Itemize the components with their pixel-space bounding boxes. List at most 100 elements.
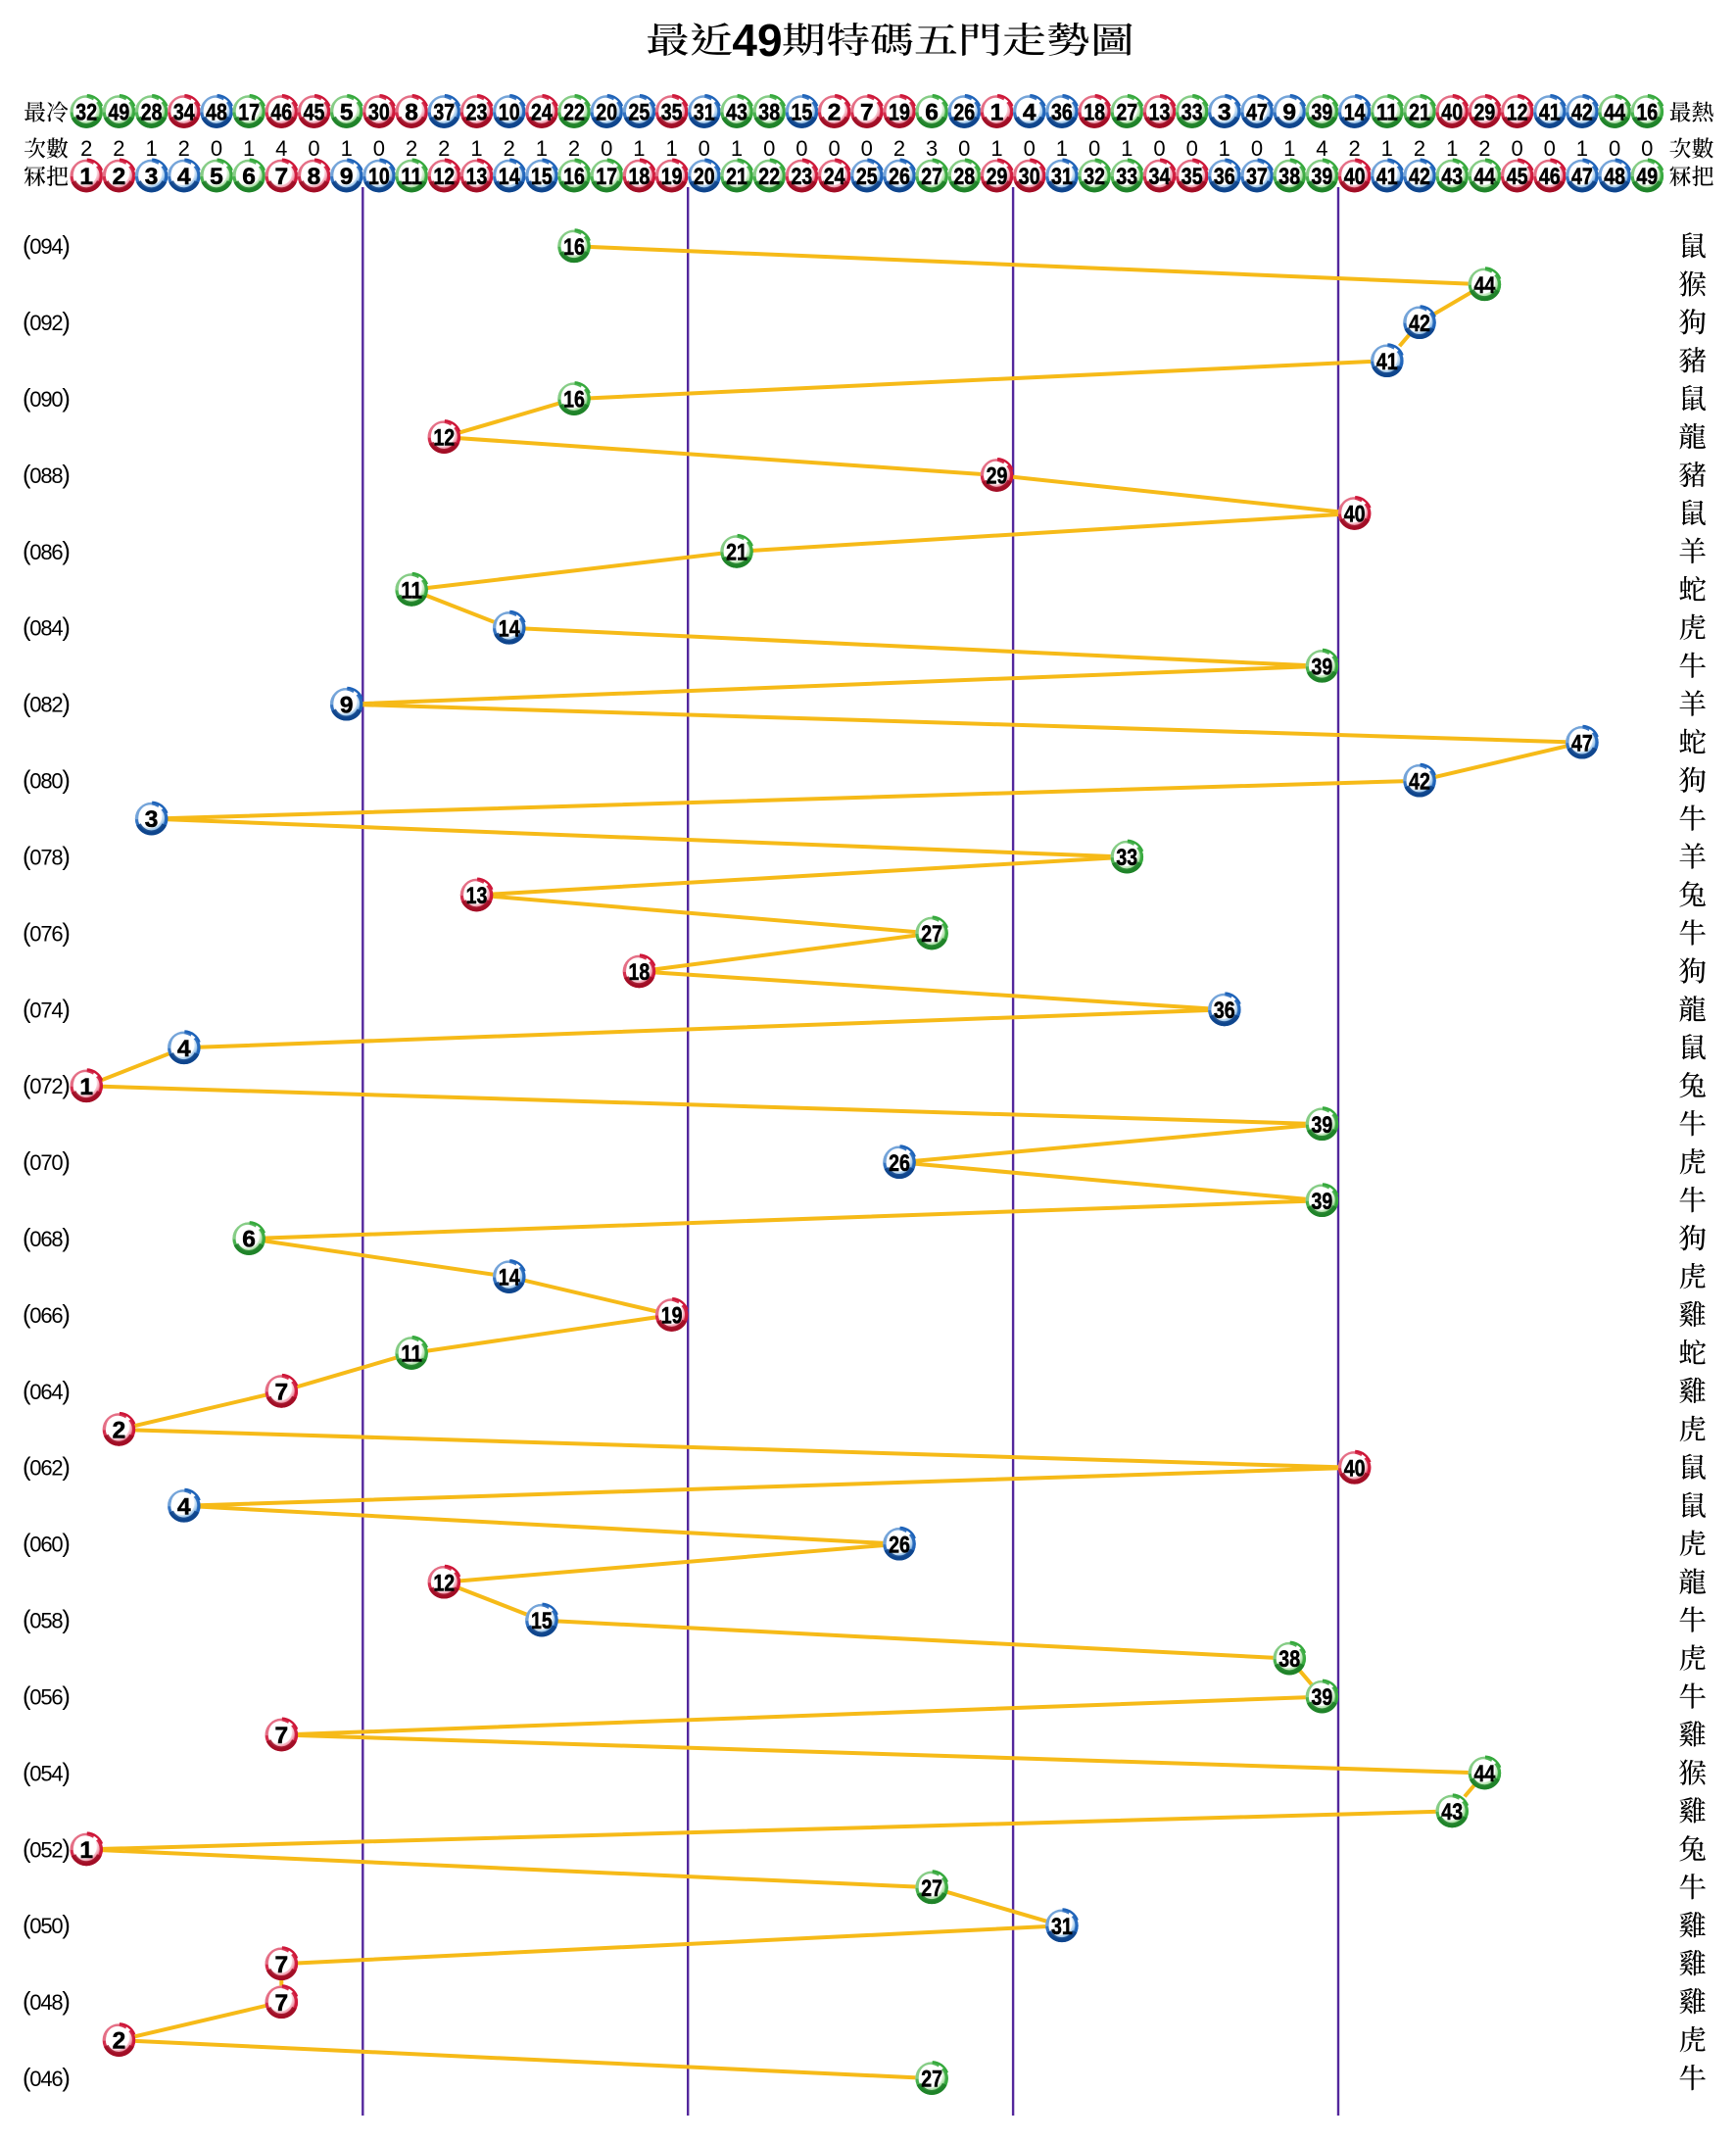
svg-text:29: 29 bbox=[987, 463, 1008, 490]
svg-text:47: 47 bbox=[1571, 164, 1593, 190]
svg-text:(068): (068) bbox=[23, 1225, 70, 1252]
svg-text:4: 4 bbox=[177, 1493, 191, 1520]
svg-text:15: 15 bbox=[792, 100, 813, 126]
svg-text:1: 1 bbox=[1576, 136, 1588, 161]
svg-text:4: 4 bbox=[1023, 100, 1037, 126]
svg-text:15: 15 bbox=[531, 1608, 553, 1634]
svg-text:31: 31 bbox=[1051, 164, 1073, 190]
svg-text:42: 42 bbox=[1571, 100, 1593, 126]
svg-text:33: 33 bbox=[1181, 100, 1203, 126]
svg-text:40: 40 bbox=[1344, 164, 1366, 190]
svg-text:27: 27 bbox=[1116, 100, 1137, 126]
svg-text:2: 2 bbox=[80, 136, 92, 161]
svg-text:1: 1 bbox=[145, 136, 157, 161]
svg-text:32: 32 bbox=[1084, 164, 1105, 190]
svg-text:0: 0 bbox=[1609, 136, 1620, 161]
svg-text:(092): (092) bbox=[23, 309, 70, 336]
svg-text:38: 38 bbox=[1278, 1646, 1300, 1673]
svg-text:16: 16 bbox=[1636, 100, 1658, 126]
svg-text:47: 47 bbox=[1246, 100, 1268, 126]
svg-text:32: 32 bbox=[75, 100, 97, 126]
svg-text:8: 8 bbox=[308, 164, 321, 190]
svg-text:13: 13 bbox=[1149, 100, 1171, 126]
svg-text:(070): (070) bbox=[23, 1148, 70, 1176]
svg-text:0: 0 bbox=[828, 136, 840, 161]
svg-text:9: 9 bbox=[340, 164, 354, 190]
svg-text:13: 13 bbox=[466, 164, 488, 190]
svg-text:48: 48 bbox=[206, 100, 227, 126]
svg-text:2: 2 bbox=[438, 136, 450, 161]
svg-text:46: 46 bbox=[1539, 164, 1561, 190]
svg-text:28: 28 bbox=[141, 100, 163, 126]
svg-text:43: 43 bbox=[1441, 164, 1463, 190]
svg-text:40: 40 bbox=[1344, 1455, 1366, 1482]
svg-text:16: 16 bbox=[563, 164, 585, 190]
svg-text:34: 34 bbox=[173, 100, 195, 126]
svg-text:0: 0 bbox=[861, 136, 873, 161]
svg-text:1: 1 bbox=[243, 136, 255, 161]
svg-text:33: 33 bbox=[1116, 845, 1137, 871]
svg-text:36: 36 bbox=[1214, 164, 1235, 190]
svg-text:23: 23 bbox=[466, 100, 488, 126]
svg-text:1: 1 bbox=[990, 136, 1002, 161]
svg-text:4: 4 bbox=[177, 1036, 191, 1062]
svg-text:44: 44 bbox=[1604, 100, 1625, 126]
svg-text:38: 38 bbox=[758, 100, 780, 126]
svg-text:(052): (052) bbox=[23, 1835, 70, 1863]
svg-text:3: 3 bbox=[145, 164, 159, 190]
svg-text:2: 2 bbox=[828, 100, 842, 126]
svg-text:8: 8 bbox=[405, 100, 418, 126]
svg-text:2: 2 bbox=[406, 136, 417, 161]
svg-text:0: 0 bbox=[1511, 136, 1522, 161]
svg-text:38: 38 bbox=[1278, 164, 1300, 190]
svg-text:49: 49 bbox=[732, 15, 782, 66]
svg-text:1: 1 bbox=[79, 1074, 93, 1100]
svg-text:6: 6 bbox=[242, 1227, 256, 1253]
svg-text:28: 28 bbox=[953, 164, 975, 190]
svg-text:12: 12 bbox=[1507, 100, 1528, 126]
svg-text:18: 18 bbox=[629, 959, 651, 986]
svg-text:22: 22 bbox=[563, 100, 585, 126]
svg-text:1: 1 bbox=[731, 136, 743, 161]
svg-text:(058): (058) bbox=[23, 1607, 70, 1634]
svg-text:(082): (082) bbox=[23, 691, 70, 718]
svg-text:10: 10 bbox=[499, 100, 520, 126]
svg-text:2: 2 bbox=[113, 2028, 126, 2055]
svg-text:18: 18 bbox=[629, 164, 651, 190]
svg-text:14: 14 bbox=[1344, 100, 1366, 126]
svg-text:18: 18 bbox=[1084, 100, 1105, 126]
svg-text:1: 1 bbox=[470, 136, 482, 161]
svg-text:1: 1 bbox=[536, 136, 548, 161]
svg-text:30: 30 bbox=[1019, 164, 1040, 190]
svg-text:7: 7 bbox=[274, 164, 288, 190]
svg-text:0: 0 bbox=[796, 136, 807, 161]
svg-text:2: 2 bbox=[178, 136, 190, 161]
svg-text:0: 0 bbox=[373, 136, 385, 161]
svg-text:42: 42 bbox=[1409, 768, 1430, 795]
svg-text:3: 3 bbox=[145, 806, 159, 833]
svg-text:4: 4 bbox=[177, 164, 191, 190]
svg-text:0: 0 bbox=[699, 136, 710, 161]
svg-text:17: 17 bbox=[596, 164, 617, 190]
svg-text:12: 12 bbox=[433, 425, 455, 452]
svg-text:1: 1 bbox=[1283, 136, 1295, 161]
svg-text:2: 2 bbox=[1478, 136, 1490, 161]
svg-text:40: 40 bbox=[1441, 100, 1463, 126]
svg-text:11: 11 bbox=[1376, 100, 1398, 126]
svg-text:39: 39 bbox=[1312, 1112, 1333, 1139]
svg-text:(066): (066) bbox=[23, 1301, 70, 1329]
svg-text:37: 37 bbox=[433, 100, 455, 126]
svg-text:31: 31 bbox=[1051, 1914, 1073, 1940]
svg-text:0: 0 bbox=[1641, 136, 1653, 161]
svg-text:44: 44 bbox=[1474, 164, 1496, 190]
svg-text:(080): (080) bbox=[23, 767, 70, 795]
svg-text:19: 19 bbox=[661, 164, 683, 190]
svg-text:5: 5 bbox=[340, 100, 354, 126]
svg-text:29: 29 bbox=[1474, 100, 1496, 126]
svg-text:5: 5 bbox=[210, 164, 223, 190]
svg-text:24: 24 bbox=[531, 100, 553, 126]
svg-text:14: 14 bbox=[499, 615, 520, 642]
svg-text:0: 0 bbox=[1088, 136, 1100, 161]
svg-text:19: 19 bbox=[661, 1303, 683, 1330]
svg-text:(094): (094) bbox=[23, 232, 70, 260]
